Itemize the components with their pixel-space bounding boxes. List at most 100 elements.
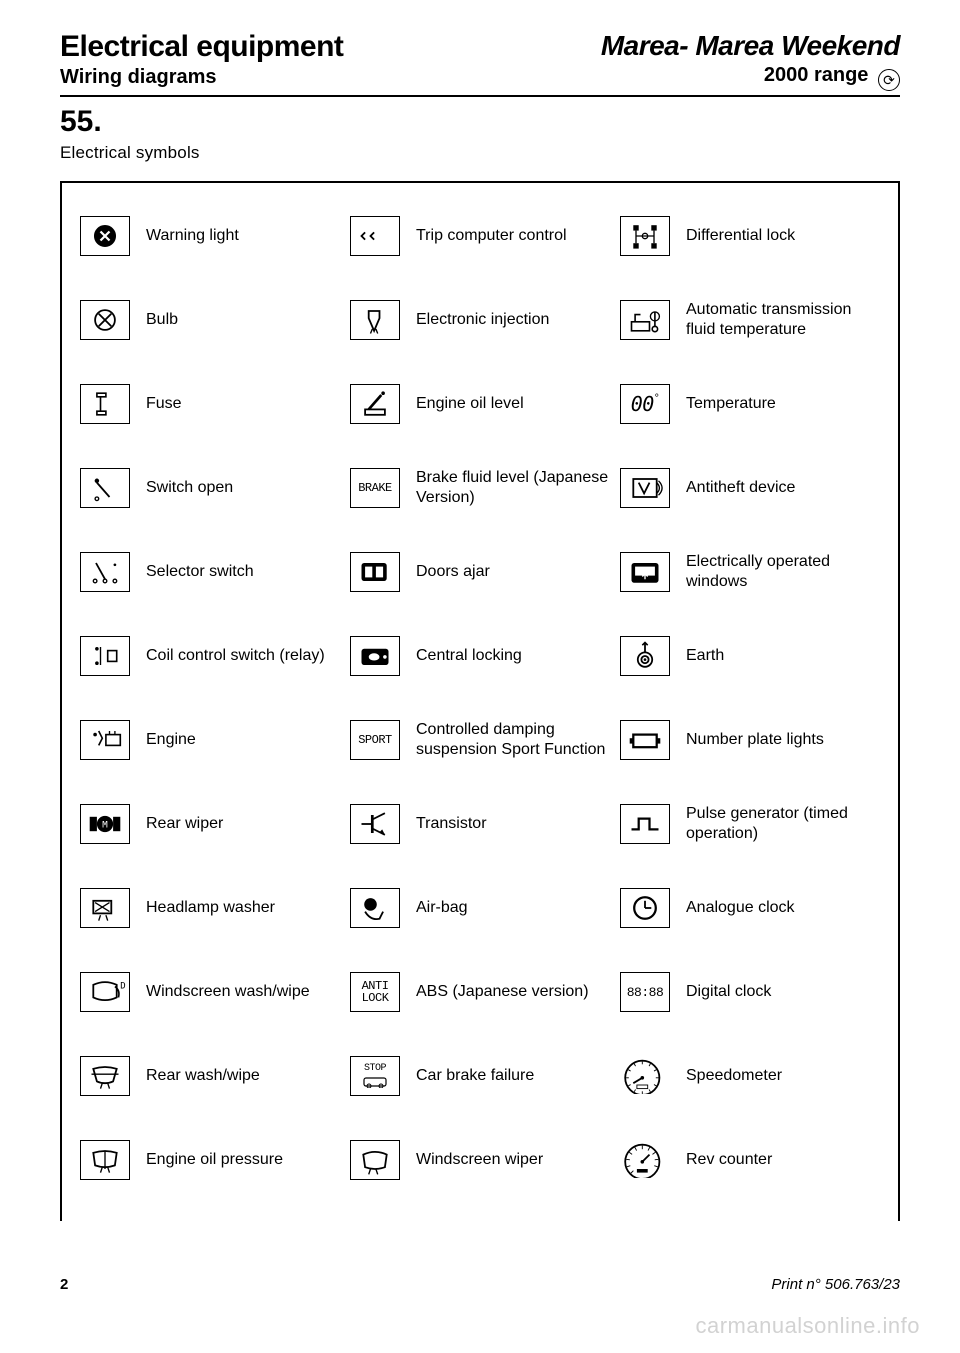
antitheft-icon [620,468,670,508]
symbol-item: ANTILOCK ABS (Japanese version) [350,969,610,1015]
symbol-item: Rev counter [620,1137,880,1183]
symbol-item: Antitheft device [620,465,880,511]
symbol-item: Selector switch [80,549,340,595]
symbol-label: Warning light [146,226,239,246]
coil-relay-icon [80,636,130,676]
symbol-label: Engine oil level [416,394,524,414]
symbol-item: Doors ajar [350,549,610,595]
header: Electrical equipment Wiring diagrams Mar… [60,30,900,91]
title-model: Marea- Marea Weekend [601,30,900,62]
symbol-item: 88:88 Digital clock [620,969,880,1015]
symbol-label: Antitheft device [686,478,795,498]
symbol-item: Coil control switch (relay) [80,633,340,679]
symbol-item: Windscreen wiper [350,1137,610,1183]
symbol-item: SPORT Controlled damping suspension Sport… [350,717,610,763]
symbol-label: Fuse [146,394,182,414]
symbols-grid: Warning light Trip computer control Differ… [80,213,880,1183]
header-rule [60,95,900,97]
section-title: Electrical symbols [60,143,900,163]
header-right: Marea- Marea Weekend 2000 range ⟳ [601,30,900,91]
symbol-item: Warning light [80,213,340,259]
recycle-icon: ⟳ [878,69,900,91]
page: Electrical equipment Wiring diagrams Mar… [0,0,960,1353]
earth-icon [620,636,670,676]
print-number: Print n° 506.763/23 [771,1276,900,1293]
title-main: Electrical equipment [60,30,343,64]
symbol-item: Electronic injection [350,297,610,343]
symbol-label: Controlled damping suspension Sport Func… [416,720,610,760]
bulb-icon [80,300,130,340]
brake-icon: BRAKE [350,468,400,508]
diff-lock-icon [620,216,670,256]
fuse-icon [80,384,130,424]
transistor-icon [350,804,400,844]
selector-switch-icon [80,552,130,592]
symbol-label: Windscreen wash/wipe [146,982,310,1002]
symbols-frame: Warning light Trip computer control Differ… [60,181,900,1221]
oil-pressure-icon [80,1140,130,1180]
pulse-gen-icon [620,804,670,844]
symbol-label: Rear wash/wipe [146,1066,260,1086]
symbol-item: Pulse generator (timed operation) [620,801,880,847]
number-plate-icon [620,720,670,760]
symbol-label: Rear wiper [146,814,223,834]
symbol-label: Differential lock [686,226,795,246]
symbol-item: Electrically operated windows [620,549,880,595]
warning-light-icon [80,216,130,256]
symbol-item: Automatic transmission fluid temperature [620,297,880,343]
symbol-label: Engine [146,730,196,750]
symbol-label: Earth [686,646,724,666]
electronic-injection-icon [350,300,400,340]
symbol-label: Selector switch [146,562,254,582]
symbol-label: Transistor [416,814,487,834]
svg-text:M: M [102,821,108,831]
anti-lock-icon: ANTILOCK [350,972,400,1012]
digital-clock-icon: 88:88 [620,972,670,1012]
symbol-label: Central locking [416,646,522,666]
symbol-item: 00°Temperature [620,381,880,427]
symbol-label: Speedometer [686,1066,782,1086]
symbol-label: Number plate lights [686,730,824,750]
windscreen-wiper-icon [350,1140,400,1180]
rear-wiper-icon: M [80,804,130,844]
symbol-item: Engine oil level [350,381,610,427]
speedometer-icon [620,1056,670,1096]
engine-icon [80,720,130,760]
symbol-label: Brake fluid level (Japanese Version) [416,468,610,508]
rear-wash-icon [80,1056,130,1096]
symbol-label: Doors ajar [416,562,490,582]
symbol-item: Speedometer [620,1053,880,1099]
symbol-item: Engine oil pressure [80,1137,340,1183]
symbol-label: Air-bag [416,898,468,918]
symbol-item: Transistor [350,801,610,847]
symbol-item: Headlamp washer [80,885,340,931]
windscreen-wash-icon: D [80,972,130,1012]
switch-open-icon [80,468,130,508]
header-left: Electrical equipment Wiring diagrams [60,30,343,89]
symbol-item: Number plate lights [620,717,880,763]
trip-computer-icon [350,216,400,256]
engine-oil-level-icon [350,384,400,424]
symbol-item: Engine [80,717,340,763]
section-number: 55. [60,105,900,139]
symbol-label: Electronic injection [416,310,549,330]
symbol-item: STOP Car brake failure [350,1053,610,1099]
symbol-label: Automatic transmission fluid temperature [686,300,880,340]
symbol-label: Car brake failure [416,1066,534,1086]
symbol-item: Trip computer control [350,213,610,259]
symbol-item: Differential lock [620,213,880,259]
watermark: carmanualsonline.info [695,1313,920,1339]
symbol-item: M Rear wiper [80,801,340,847]
symbol-item: BRAKE Brake fluid level (Japanese Version… [350,465,610,511]
headlamp-washer-icon [80,888,130,928]
symbol-label: Bulb [146,310,178,330]
symbol-item: Central locking [350,633,610,679]
symbol-label: ABS (Japanese version) [416,982,589,1002]
sport-icon: SPORT [350,720,400,760]
symbol-label: Coil control switch (relay) [146,646,325,666]
car-brake-fail-icon: STOP [350,1056,400,1096]
power-windows-icon [620,552,670,592]
temperature-icon: 00° [620,384,670,424]
symbol-label: Digital clock [686,982,771,1002]
footer: 2 Print n° 506.763/23 [60,1276,900,1293]
